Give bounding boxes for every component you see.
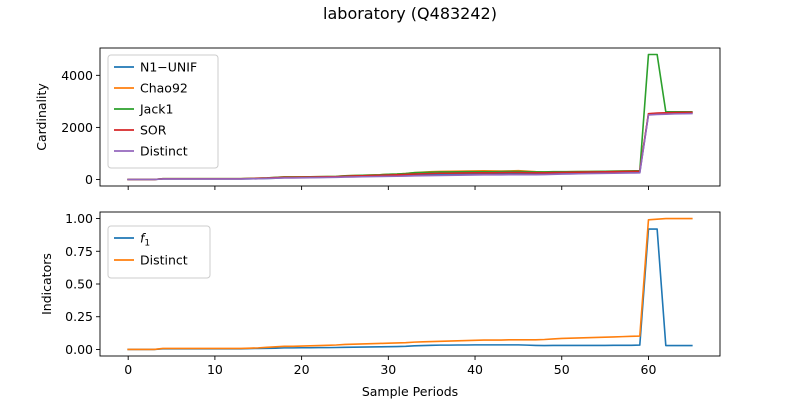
- x-axis-label: Sample Periods: [362, 384, 458, 399]
- legend-label: SOR: [140, 123, 167, 138]
- x-tick-label: 20: [294, 362, 310, 377]
- legend-label: Chao92: [140, 81, 188, 96]
- legend: f1 Distinct: [107, 225, 211, 279]
- y-tick-label: 0.50: [65, 277, 93, 292]
- x-tick-label: 10: [207, 362, 223, 377]
- top-axes-cardinality: 0 2000 4000 Cardinality N1−UNIF Chao92 Jack1 SO…: [34, 47, 721, 190]
- y-tick-label: 0.00: [65, 342, 93, 357]
- y-tick-label: 0: [85, 172, 93, 187]
- y-axis-label: Indicators: [39, 253, 54, 315]
- y-tick-label: 4000: [61, 68, 93, 83]
- legend-label: Distinct: [140, 253, 188, 268]
- series-line-distinct: [127, 112, 693, 181]
- series-group: [127, 53, 693, 181]
- legend: N1−UNIF Chao92 Jack1 SOR Distinct: [107, 54, 219, 169]
- y-tick-label: 0.25: [65, 309, 93, 324]
- legend-label: Jack1: [139, 102, 173, 117]
- axes-frame: [99, 47, 721, 187]
- y-tick-label: 2000: [61, 120, 93, 135]
- legend-label: Distinct: [140, 144, 188, 159]
- legend-label: N1−UNIF: [140, 60, 197, 75]
- series-group: [127, 217, 693, 351]
- legend-box: [107, 225, 211, 279]
- figure-title: laboratory (Q483242): [323, 4, 497, 23]
- x-tick-label: 50: [554, 362, 570, 377]
- bottom-axes-indicators: 0 10 20 30 40 50 60 0.00 0.25 0.50 0.75 1.00 Indicat…: [39, 211, 721, 399]
- series-line-distinct: [127, 217, 693, 351]
- legend-box: [107, 54, 219, 169]
- y-axis-label: Cardinality: [34, 83, 49, 151]
- x-tick-label: 30: [380, 362, 396, 377]
- y-tick-label: 0.75: [65, 244, 93, 259]
- x-tick-label: 60: [641, 362, 657, 377]
- y-tick-label: 1.00: [65, 211, 93, 226]
- legend-label: f1: [140, 231, 150, 249]
- x-tick-label: 0: [124, 362, 132, 377]
- x-tick-label: 40: [467, 362, 483, 377]
